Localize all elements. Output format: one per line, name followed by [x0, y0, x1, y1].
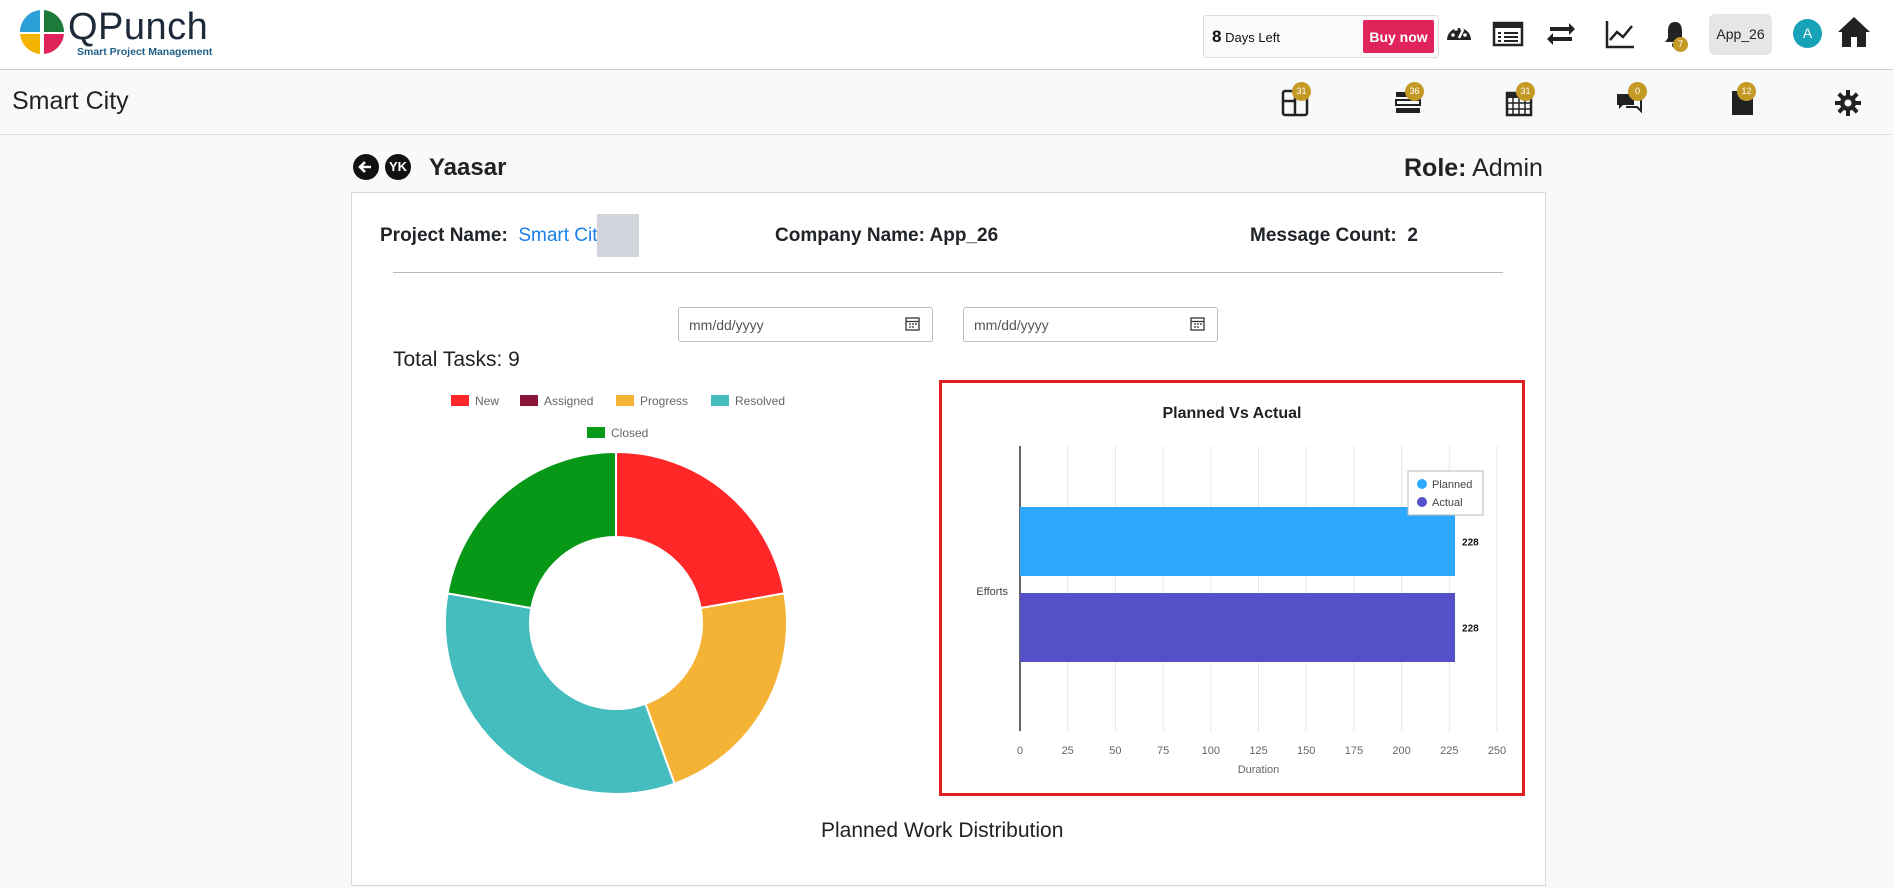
legend-marker-planned	[1417, 479, 1427, 489]
x-tick-label: 50	[1109, 745, 1121, 757]
task-status-doughnut-chart	[444, 451, 788, 795]
user-initials-avatar: YK	[385, 154, 411, 180]
x-tick-label: 125	[1249, 745, 1267, 757]
legend-label-planned: Planned	[1432, 479, 1472, 491]
planned-vs-actual-bar-chart: 0 25 50 75 100 125 150 175 200 225 250 Duration Effo…	[976, 446, 1506, 776]
doughnut-slice-new[interactable]	[615, 451, 786, 610]
legend-closed[interactable]: Closed	[587, 426, 648, 440]
buy-now-button[interactable]: Buy now	[1363, 20, 1434, 53]
project-toolbar: Smart City 31 36 31 0 12	[0, 70, 1893, 135]
x-tick-label: 150	[1297, 745, 1315, 757]
app-switcher-button[interactable]: App_26	[1709, 14, 1772, 55]
qpunch-logo-icon	[20, 10, 65, 54]
planned-work-distribution-label: Planned Work Distribution	[821, 819, 1064, 842]
legend-new[interactable]: New	[451, 394, 499, 408]
user-name: Yaasar	[429, 154, 507, 181]
doughnut-slice-resolved[interactable]	[444, 592, 676, 795]
planned-vs-actual-chart-panel: Planned Vs Actual 0 25 50 75 100 125 150 175 200…	[939, 380, 1525, 796]
board-count-badge: 31	[1292, 82, 1311, 101]
company-name-info: Company Name: App_26	[775, 225, 999, 246]
user-role: Role: Admin	[1404, 154, 1543, 182]
legend-progress[interactable]: Progress	[616, 394, 688, 408]
x-tick-label: 25	[1062, 745, 1074, 757]
calendar-count-badge: 31	[1516, 82, 1535, 101]
brand-name: QPunch	[68, 6, 209, 48]
bar-planned[interactable]	[1020, 507, 1456, 576]
legend-assigned[interactable]: Assigned	[520, 394, 593, 408]
x-tick-label: 100	[1202, 745, 1220, 757]
chart-title: Planned Vs Actual	[1162, 405, 1302, 422]
chart-legend	[1407, 470, 1484, 516]
doughnut-slice-closed[interactable]	[446, 451, 617, 610]
project-name-info: Project Name: Smart City	[380, 225, 608, 246]
bar-value-label: 228	[1462, 538, 1479, 549]
brand-tagline: Smart Project Management	[77, 46, 213, 58]
top-navbar: QPunch Smart Project Management 8 Days L…	[0, 0, 1893, 70]
x-tick-label: 175	[1345, 745, 1363, 757]
dashboard-gauge-icon[interactable]	[1443, 18, 1475, 50]
legend-label-actual: Actual	[1432, 497, 1463, 509]
files-count-badge: 12	[1737, 82, 1756, 101]
notification-badge: 7	[1673, 37, 1688, 52]
trial-days: 8 Days Left	[1212, 27, 1281, 46]
tasks-count-badge: 36	[1405, 82, 1424, 101]
project-title: Smart City	[12, 87, 129, 115]
message-count-info: Message Count: 2	[1250, 225, 1418, 246]
total-tasks-label: Total Tasks: 9	[393, 348, 520, 371]
calendar-picker-icon[interactable]	[905, 316, 920, 331]
x-tick-label: 0	[1017, 745, 1023, 757]
list-view-icon[interactable]	[1492, 18, 1524, 50]
bar-value-label: 228	[1462, 624, 1479, 635]
project-thumbnail	[597, 214, 639, 257]
user-avatar[interactable]: A	[1793, 19, 1822, 48]
x-tick-label: 75	[1157, 745, 1169, 757]
start-date-input[interactable]: mm/dd/yyyy	[678, 307, 933, 342]
analytics-trend-icon[interactable]	[1604, 18, 1636, 50]
divider	[393, 272, 1503, 273]
settings-gear-icon[interactable]	[1834, 89, 1862, 117]
trial-box: 8 Days Left Buy now	[1203, 15, 1439, 58]
y-category-label: Efforts	[976, 586, 1008, 598]
bar-actual[interactable]	[1020, 593, 1456, 662]
doughnut-slice-progress[interactable]	[644, 592, 788, 785]
back-arrow-icon[interactable]	[353, 154, 379, 180]
home-icon[interactable]	[1836, 14, 1872, 50]
legend-resolved[interactable]: Resolved	[711, 394, 785, 408]
x-axis-label: Duration	[1238, 764, 1280, 776]
end-date-input[interactable]: mm/dd/yyyy	[963, 307, 1218, 342]
project-name-link[interactable]: Smart City	[518, 225, 608, 246]
calendar-picker-icon[interactable]	[1190, 316, 1205, 331]
messages-count-badge: 0	[1628, 82, 1647, 101]
sync-arrows-icon[interactable]	[1545, 18, 1577, 50]
legend-marker-actual	[1417, 497, 1427, 507]
x-tick-label: 225	[1440, 745, 1458, 757]
x-tick-label: 200	[1392, 745, 1410, 757]
x-tick-label: 250	[1488, 745, 1506, 757]
